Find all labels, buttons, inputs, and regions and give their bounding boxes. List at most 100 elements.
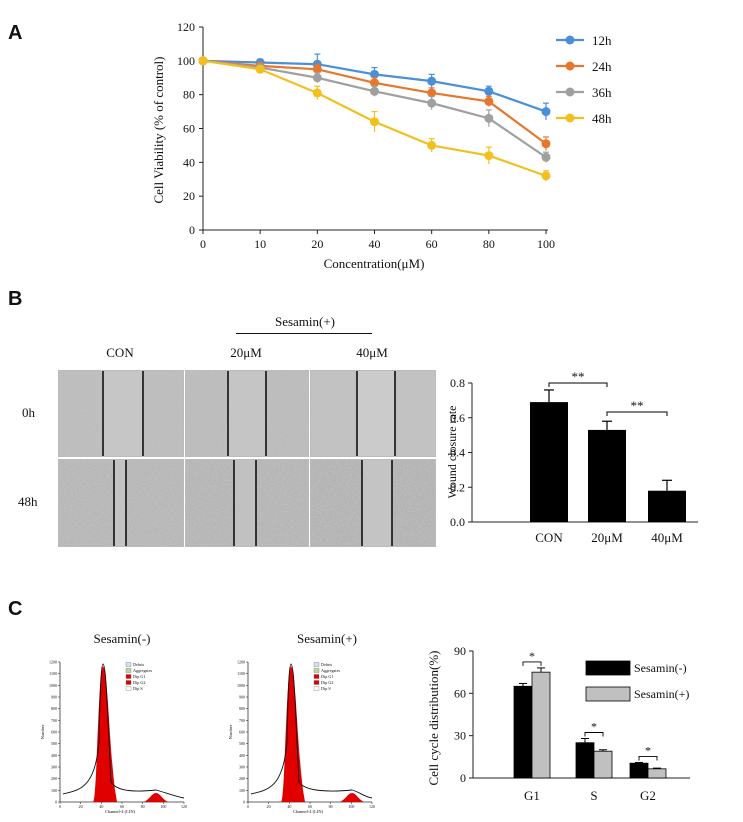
wound-image-20um-48h — [185, 459, 309, 547]
hist-y-tick-label: 700 — [239, 718, 245, 723]
panel-label-c: C — [8, 598, 23, 620]
wound-category-label: 20μM — [591, 530, 623, 545]
wound-significance-label: ** — [572, 369, 585, 384]
hist-x-tick-label: 120 — [369, 804, 375, 809]
hist-y-tick-label: 100 — [239, 788, 245, 793]
hist-legend-label: Dip G2 — [133, 680, 145, 685]
hist-y-tick-label: 700 — [51, 718, 57, 723]
legend-label-36h: 36h — [592, 85, 612, 100]
point-48h — [484, 151, 494, 161]
viability-y-tick-label: 80 — [183, 88, 195, 102]
viability-line-chart: 0 20 40 60 80 100 120 0 10 20 40 60 80 100 12h 24h 36h 48… — [151, 20, 612, 271]
col-label-40um: 40μM — [356, 345, 388, 360]
hist-x-tick-label: 120 — [181, 804, 187, 809]
point-24h — [370, 78, 379, 88]
viability-x-tick-label: 60 — [426, 237, 438, 251]
hist-y-axis-label: Number — [228, 724, 233, 739]
hist-x-axis-label: Channel-4 (LIN) — [105, 809, 136, 814]
point-24h — [312, 64, 322, 74]
wound-y-tick-label: 0.8 — [450, 376, 465, 390]
wound-significance-bracket — [548, 382, 608, 387]
wound-bar-2 — [648, 490, 686, 522]
point-24h — [484, 96, 494, 106]
cellcycle-bar-plus — [593, 750, 613, 779]
hist-legend-label: Aggregates — [321, 668, 340, 673]
wound-bar-0 — [530, 402, 568, 522]
panel-label-a: A — [8, 22, 23, 44]
cellcycle-significance-label: * — [645, 743, 651, 757]
histogram-outline — [62, 663, 185, 799]
hist-x-tick-label: 20 — [79, 804, 83, 809]
point-48h — [427, 140, 437, 150]
hist-legend-swatch — [125, 674, 132, 679]
cellcycle-significance-bracket — [522, 661, 542, 666]
col-label-20um: 20μM — [230, 345, 262, 360]
hist-legend-label: Dip G1 — [321, 674, 333, 679]
legend-label-12h: 12h — [592, 33, 612, 48]
wound-y-tick-label: 0.6 — [450, 411, 465, 425]
hist-y-tick-label: 600 — [51, 730, 57, 735]
hist-x-axis-label: Channel-4 (LIN) — [293, 809, 324, 814]
hist-x-tick-label: 80 — [141, 804, 145, 809]
cellcycle-category-label: S — [590, 788, 597, 803]
cellcycle-legend-label-1: Sesamin(+) — [634, 687, 689, 701]
viability-y-tick-label: 0 — [189, 223, 195, 237]
hist-y-tick-label: 400 — [239, 753, 245, 758]
hist-x-tick-label: 60 — [308, 804, 312, 809]
legend-marker-48h — [565, 113, 575, 123]
wound-y-tick-label: 0.2 — [450, 480, 465, 494]
viability-y-tick-label: 40 — [183, 155, 195, 169]
cellcycle-y-tick-label: 60 — [454, 686, 466, 700]
hist-y-tick-label: 600 — [239, 730, 245, 735]
g2-peak-fill — [340, 793, 364, 802]
cellcycle-legend-swatch-0 — [585, 660, 631, 676]
point-12h — [541, 107, 551, 117]
treatment-bracket-line — [236, 333, 372, 334]
point-24h — [541, 139, 551, 149]
wound-y-axis-label: Wound closure rate — [445, 406, 459, 499]
point-36h — [312, 73, 322, 83]
hist-x-tick-label: 40 — [99, 804, 103, 809]
hist-y-tick-label: 900 — [51, 695, 57, 700]
hist-y-tick-label: 800 — [239, 706, 245, 711]
viability-x-tick-label: 20 — [311, 237, 323, 251]
hist-legend-label: Aggregates — [133, 668, 152, 673]
legend-label-24h: 24h — [592, 59, 612, 74]
wound-significance-label: ** — [631, 398, 644, 413]
legend-marker-12h — [565, 35, 575, 45]
histogram-0: 0100200300400500600700800900100011001200… — [40, 660, 187, 815]
hist-y-tick-label: 1200 — [237, 660, 245, 665]
viability-x-tick-label: 10 — [254, 237, 266, 251]
point-36h — [427, 98, 437, 108]
hist-y-axis-label: Number — [40, 724, 45, 739]
hist-x-tick-label: 20 — [267, 804, 271, 809]
point-12h — [484, 86, 494, 96]
histogram-1: 0100200300400500600700800900100011001200… — [228, 660, 375, 815]
row-label-0h: 0h — [22, 405, 35, 420]
point-48h — [198, 56, 208, 66]
point-12h — [427, 76, 437, 86]
hist-legend-swatch — [313, 674, 320, 679]
hist-x-tick-label: 0 — [247, 804, 249, 809]
cellcycle-y-tick-label: 90 — [454, 644, 466, 658]
hist-legend-swatch — [313, 668, 320, 673]
point-36h — [484, 113, 494, 123]
viability-y-tick-label: 120 — [177, 20, 195, 34]
hist-legend-label: Debris — [321, 662, 333, 667]
viability-x-axis-label: Concentration(μM) — [324, 256, 425, 271]
viability-y-axis-label: Cell Viability (% of control) — [151, 56, 166, 203]
legend-marker-36h — [565, 87, 575, 97]
hist-legend-swatch — [125, 686, 132, 691]
wound-significance-bracket — [606, 411, 668, 416]
cellcycle-significance-bracket — [584, 732, 604, 737]
hist-x-tick-label: 80 — [329, 804, 333, 809]
hist-y-tick-label: 300 — [51, 765, 57, 770]
viability-x-tick-label: 40 — [369, 237, 381, 251]
hist-y-tick-label: 0 — [243, 800, 245, 805]
hist-y-tick-label: 1200 — [49, 660, 57, 665]
wound-image-20um-0h — [185, 370, 309, 457]
g1-peak-fill — [93, 666, 117, 802]
row-label-48h: 48h — [18, 494, 38, 509]
wound-y-tick-label: 0.0 — [450, 515, 465, 529]
